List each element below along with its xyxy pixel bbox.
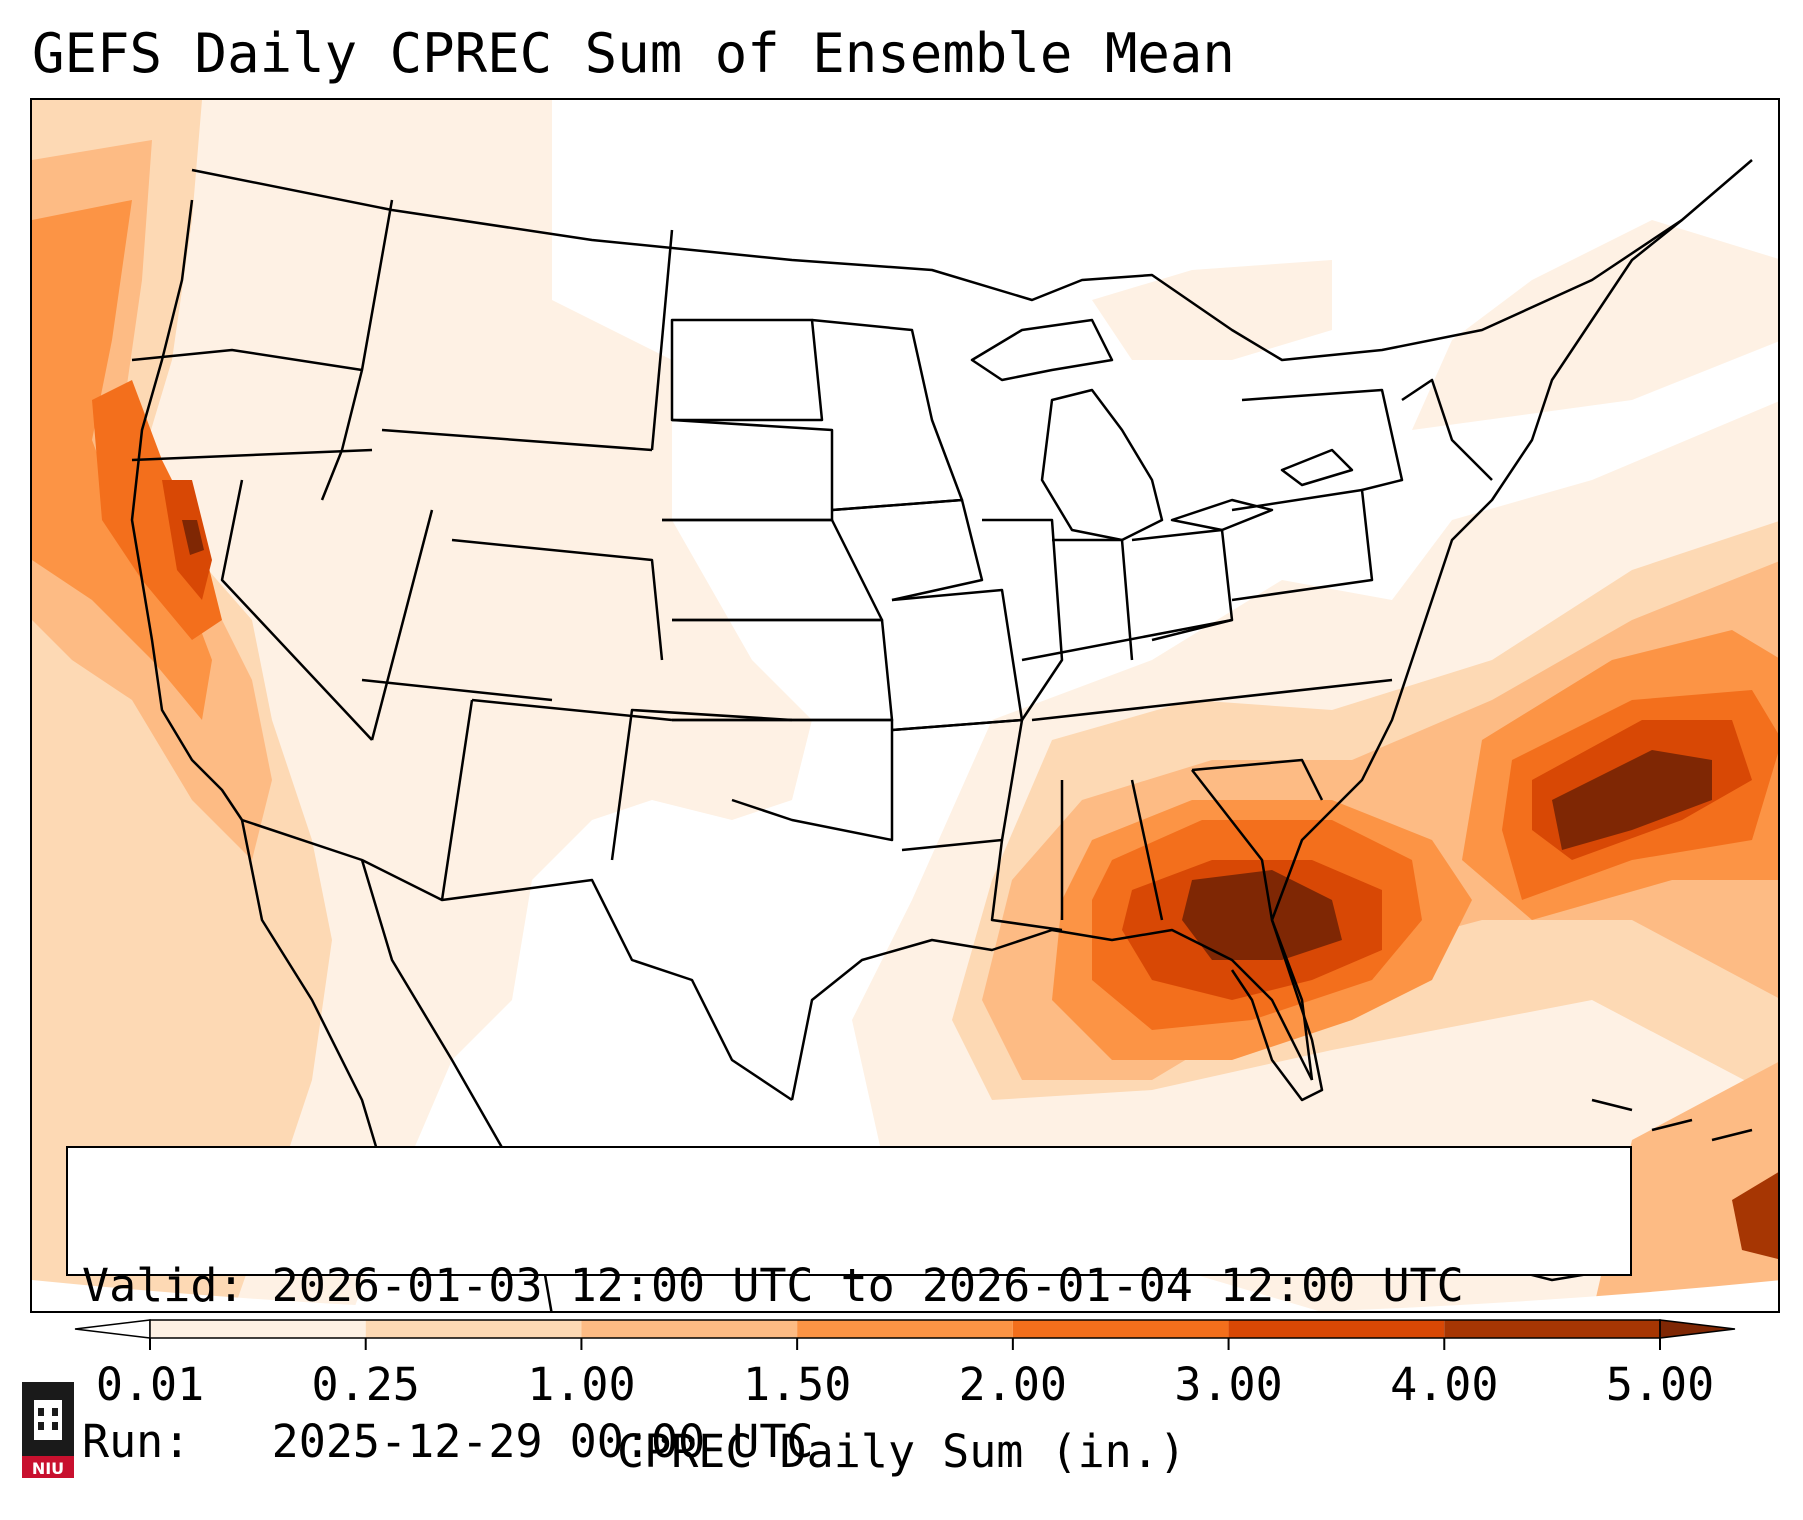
- colorbar-label: CPREC Daily Sum (in.): [617, 1425, 1186, 1478]
- colorbar-segment: [150, 1320, 366, 1338]
- colorbar-tick-label: 3.00: [1174, 1358, 1282, 1411]
- precip-glakes-very-light: [1092, 260, 1332, 360]
- colorbar-segment: [1012, 1320, 1229, 1338]
- colorbar-extend-min: [74, 1319, 151, 1339]
- precip-alabama-dark: [1182, 870, 1342, 960]
- east-coastline: [1270, 219, 1683, 1081]
- colorbar: 0.01 0.25 1.00 1.50 2.00 3.00 4.00 5.00: [74, 1319, 1736, 1411]
- michigan-outline: [1040, 388, 1164, 542]
- colorbar-tick-label: 4.00: [1390, 1358, 1498, 1411]
- precip-caribbean-medium: [1592, 1062, 1778, 1311]
- projection-corner-right: [1330, 1280, 1778, 1311]
- gulf-coastline: [790, 928, 1314, 1101]
- us-mexico-border: [241, 818, 793, 1102]
- precip-atlantic-dark: [1552, 750, 1712, 850]
- colorbar-tick-label: 1.50: [743, 1358, 851, 1411]
- valid-range: 2026-01-03 12:00 UTC to 2026-01-04 12:00…: [271, 1259, 1464, 1312]
- colorbar-tick-label: 0.01: [96, 1358, 204, 1411]
- valid-label: Valid:: [82, 1259, 245, 1312]
- baja-california: [240, 819, 394, 1201]
- logo-text: NIU: [32, 1459, 64, 1478]
- valid-line: Valid: 2026-01-03 12:00 UTC to 2026-01-0…: [82, 1260, 1616, 1312]
- precip-tahoe-dark: [182, 520, 204, 555]
- us-canada-border: [191, 159, 1753, 362]
- valid-run-info-box: Valid: 2026-01-03 12:00 UTC to 2026-01-0…: [66, 1146, 1632, 1468]
- run-time: 2025-12-29 00:00 UTC: [271, 1415, 814, 1468]
- projection-corner-left: [32, 1280, 484, 1311]
- colorbar-segment: [1444, 1320, 1660, 1338]
- precip-caribbean-dark: [1732, 1172, 1778, 1259]
- colorbar-segment: [581, 1320, 798, 1338]
- logo-building: [34, 1400, 62, 1440]
- colorbar-tick-label: 5.00: [1606, 1358, 1714, 1411]
- niu-logo: NIU: [22, 1382, 74, 1478]
- colorbar-outline: [149, 1319, 1661, 1339]
- colorbar-segment: [365, 1320, 582, 1338]
- map-title: GEFS Daily CPREC Sum of Ensemble Mean: [32, 22, 1235, 85]
- colorbar-segment: [797, 1320, 1013, 1338]
- florida-peninsula: [1230, 919, 1324, 1102]
- colorbar-extend-max: [1659, 1319, 1736, 1339]
- map-canvas: [32, 100, 1778, 1311]
- precip-ne-very-light: [1412, 220, 1778, 430]
- colorbar-tick-label: 1.00: [527, 1358, 635, 1411]
- colorbar-tick-label: 0.25: [312, 1358, 420, 1411]
- logo-banner: [22, 1456, 74, 1478]
- us-west-coastline: [130, 199, 244, 821]
- precip-field: [32, 100, 1778, 1311]
- lake-erie: [1170, 498, 1274, 532]
- precipitation-map: [30, 98, 1780, 1313]
- lake-superior: [970, 318, 1114, 382]
- run-line: Run: 2025-12-29 00:00 UTC: [82, 1416, 1616, 1468]
- lake-ontario: [1280, 448, 1354, 487]
- colorbar-segment: [1228, 1320, 1445, 1338]
- colorbar-tick-label: 2.00: [959, 1358, 1067, 1411]
- run-label: Run:: [82, 1415, 191, 1468]
